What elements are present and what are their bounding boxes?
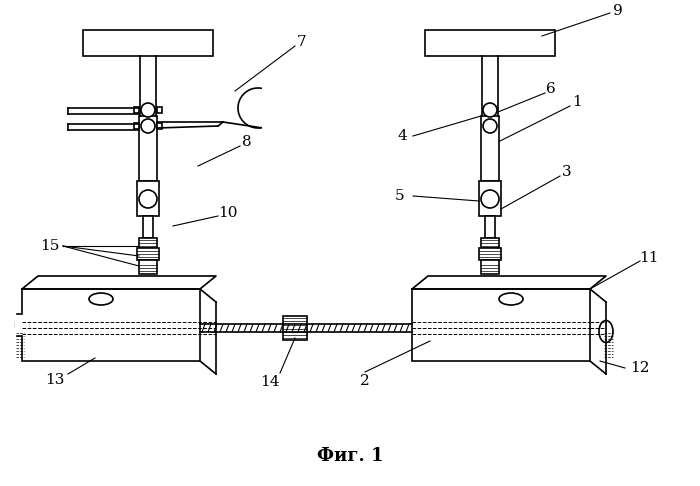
Bar [22, 289, 200, 361]
Circle shape [141, 119, 155, 133]
Bar [143, 216, 153, 238]
Bar [425, 30, 555, 56]
Ellipse shape [89, 293, 113, 305]
Bar [157, 123, 162, 129]
Bar [139, 116, 157, 181]
Bar [139, 260, 157, 274]
Text: 9: 9 [613, 4, 623, 18]
Ellipse shape [15, 314, 29, 336]
Text: 3: 3 [562, 165, 572, 179]
Bar [134, 107, 139, 113]
Bar [485, 216, 495, 238]
Bar [412, 289, 590, 361]
Bar [139, 238, 157, 248]
Bar [83, 30, 213, 56]
Bar [479, 181, 501, 216]
Text: 1: 1 [572, 95, 582, 109]
Text: 13: 13 [46, 373, 64, 387]
Ellipse shape [499, 293, 523, 305]
Bar [15, 314, 29, 336]
Ellipse shape [599, 320, 613, 343]
Text: 11: 11 [639, 251, 659, 265]
Bar [137, 248, 159, 260]
Bar [481, 116, 499, 181]
Circle shape [483, 119, 497, 133]
Text: 6: 6 [546, 82, 556, 96]
Text: 15: 15 [41, 239, 60, 253]
Circle shape [481, 190, 499, 208]
Text: 14: 14 [260, 375, 280, 389]
Text: 2: 2 [360, 374, 370, 388]
Circle shape [483, 103, 497, 117]
Text: 10: 10 [218, 206, 238, 220]
Text: 5: 5 [395, 189, 405, 203]
Circle shape [141, 103, 155, 117]
Text: Фиг. 1: Фиг. 1 [316, 447, 384, 465]
Bar [481, 238, 499, 248]
Bar [157, 107, 162, 113]
Circle shape [139, 190, 157, 208]
Text: 7: 7 [298, 35, 307, 49]
Text: 4: 4 [397, 129, 407, 143]
Bar [479, 248, 501, 260]
Bar [481, 260, 499, 274]
Bar [283, 316, 307, 340]
Bar [137, 181, 159, 216]
Text: 8: 8 [242, 135, 252, 149]
Text: 12: 12 [630, 361, 650, 375]
Bar [134, 123, 139, 129]
